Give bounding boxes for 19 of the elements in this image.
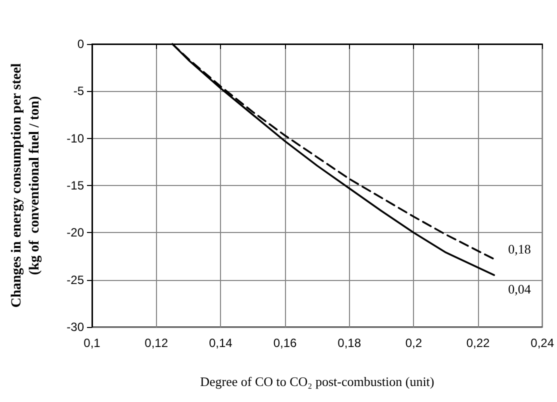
x-tick-label: 0,16 [273,336,297,350]
y-tick-label: -5 [73,84,84,98]
x-tick-label: 0,24 [530,336,554,350]
x-tick-label: 0,18 [338,336,362,350]
x-tick-label: 0,12 [144,336,168,350]
y-tick-label: -25 [66,272,84,287]
x-axis-title: Degree of CO to CO₂ post-combustion (unit) [200,374,434,389]
y-tick-label: -10 [66,131,84,146]
x-tick-label: 0,2 [405,336,422,350]
x-tick-label: 0,22 [466,336,490,350]
y-tick-label: -20 [66,226,84,240]
y-tick-label: -30 [66,320,84,334]
series-label: 0,18 [508,242,531,257]
y-axis-title: Changes in energy consumption per steel (kg of conventional fuel / ton) [10,63,42,308]
x-tick-label: 0,14 [208,336,233,350]
y-tick-label: 0 [77,37,84,51]
x-tick-label: 0,1 [84,336,101,350]
series-label: 0,04 [508,282,532,297]
y-tick-label: -15 [66,178,84,192]
